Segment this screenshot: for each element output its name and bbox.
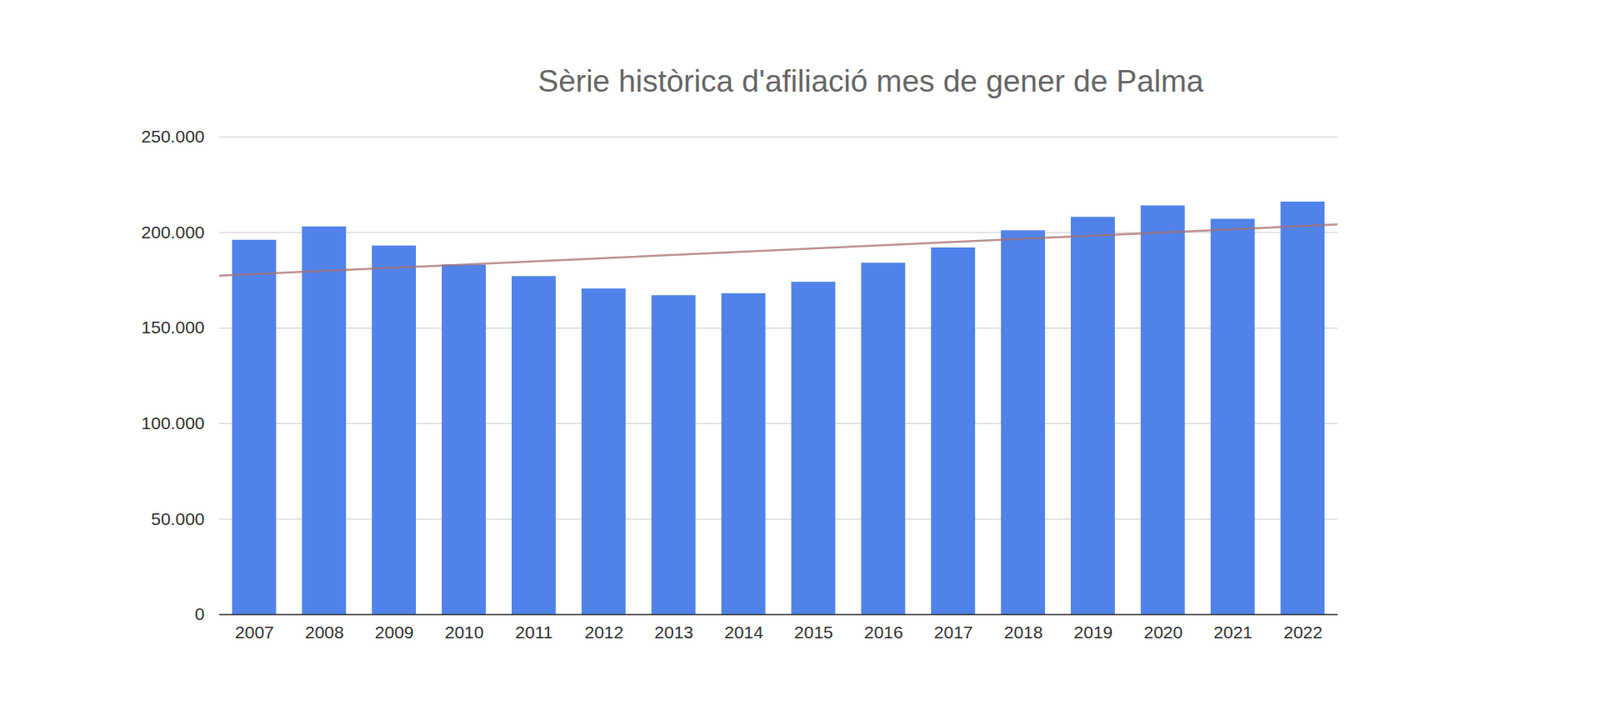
svg-text:2011: 2011 (515, 622, 553, 642)
svg-text:2016: 2016 (864, 622, 904, 642)
svg-text:2008: 2008 (305, 622, 345, 642)
svg-text:200.000: 200.000 (141, 222, 205, 242)
svg-text:2015: 2015 (794, 622, 834, 642)
svg-text:0: 0 (195, 604, 205, 624)
svg-text:2012: 2012 (584, 622, 624, 642)
svg-text:100.000: 100.000 (141, 413, 205, 433)
svg-text:2018: 2018 (1004, 622, 1044, 642)
svg-text:2020: 2020 (1143, 622, 1183, 642)
svg-text:2021: 2021 (1213, 622, 1253, 642)
svg-text:150.000: 150.000 (141, 317, 205, 337)
svg-text:2007: 2007 (235, 622, 275, 642)
svg-text:2009: 2009 (375, 622, 415, 642)
svg-text:250.000: 250.000 (141, 126, 205, 146)
svg-text:50.000: 50.000 (150, 509, 205, 529)
svg-text:2019: 2019 (1074, 622, 1114, 642)
svg-text:2022: 2022 (1283, 622, 1323, 642)
svg-text:2014: 2014 (724, 622, 764, 642)
html-text:Sèrie històrica d'afiliació me: Sèrie històrica d'afiliació mes de gener… (538, 64, 1204, 99)
svg-text:2010: 2010 (445, 622, 485, 642)
svg-text:2013: 2013 (654, 622, 694, 642)
svg-text:2017: 2017 (934, 622, 974, 642)
